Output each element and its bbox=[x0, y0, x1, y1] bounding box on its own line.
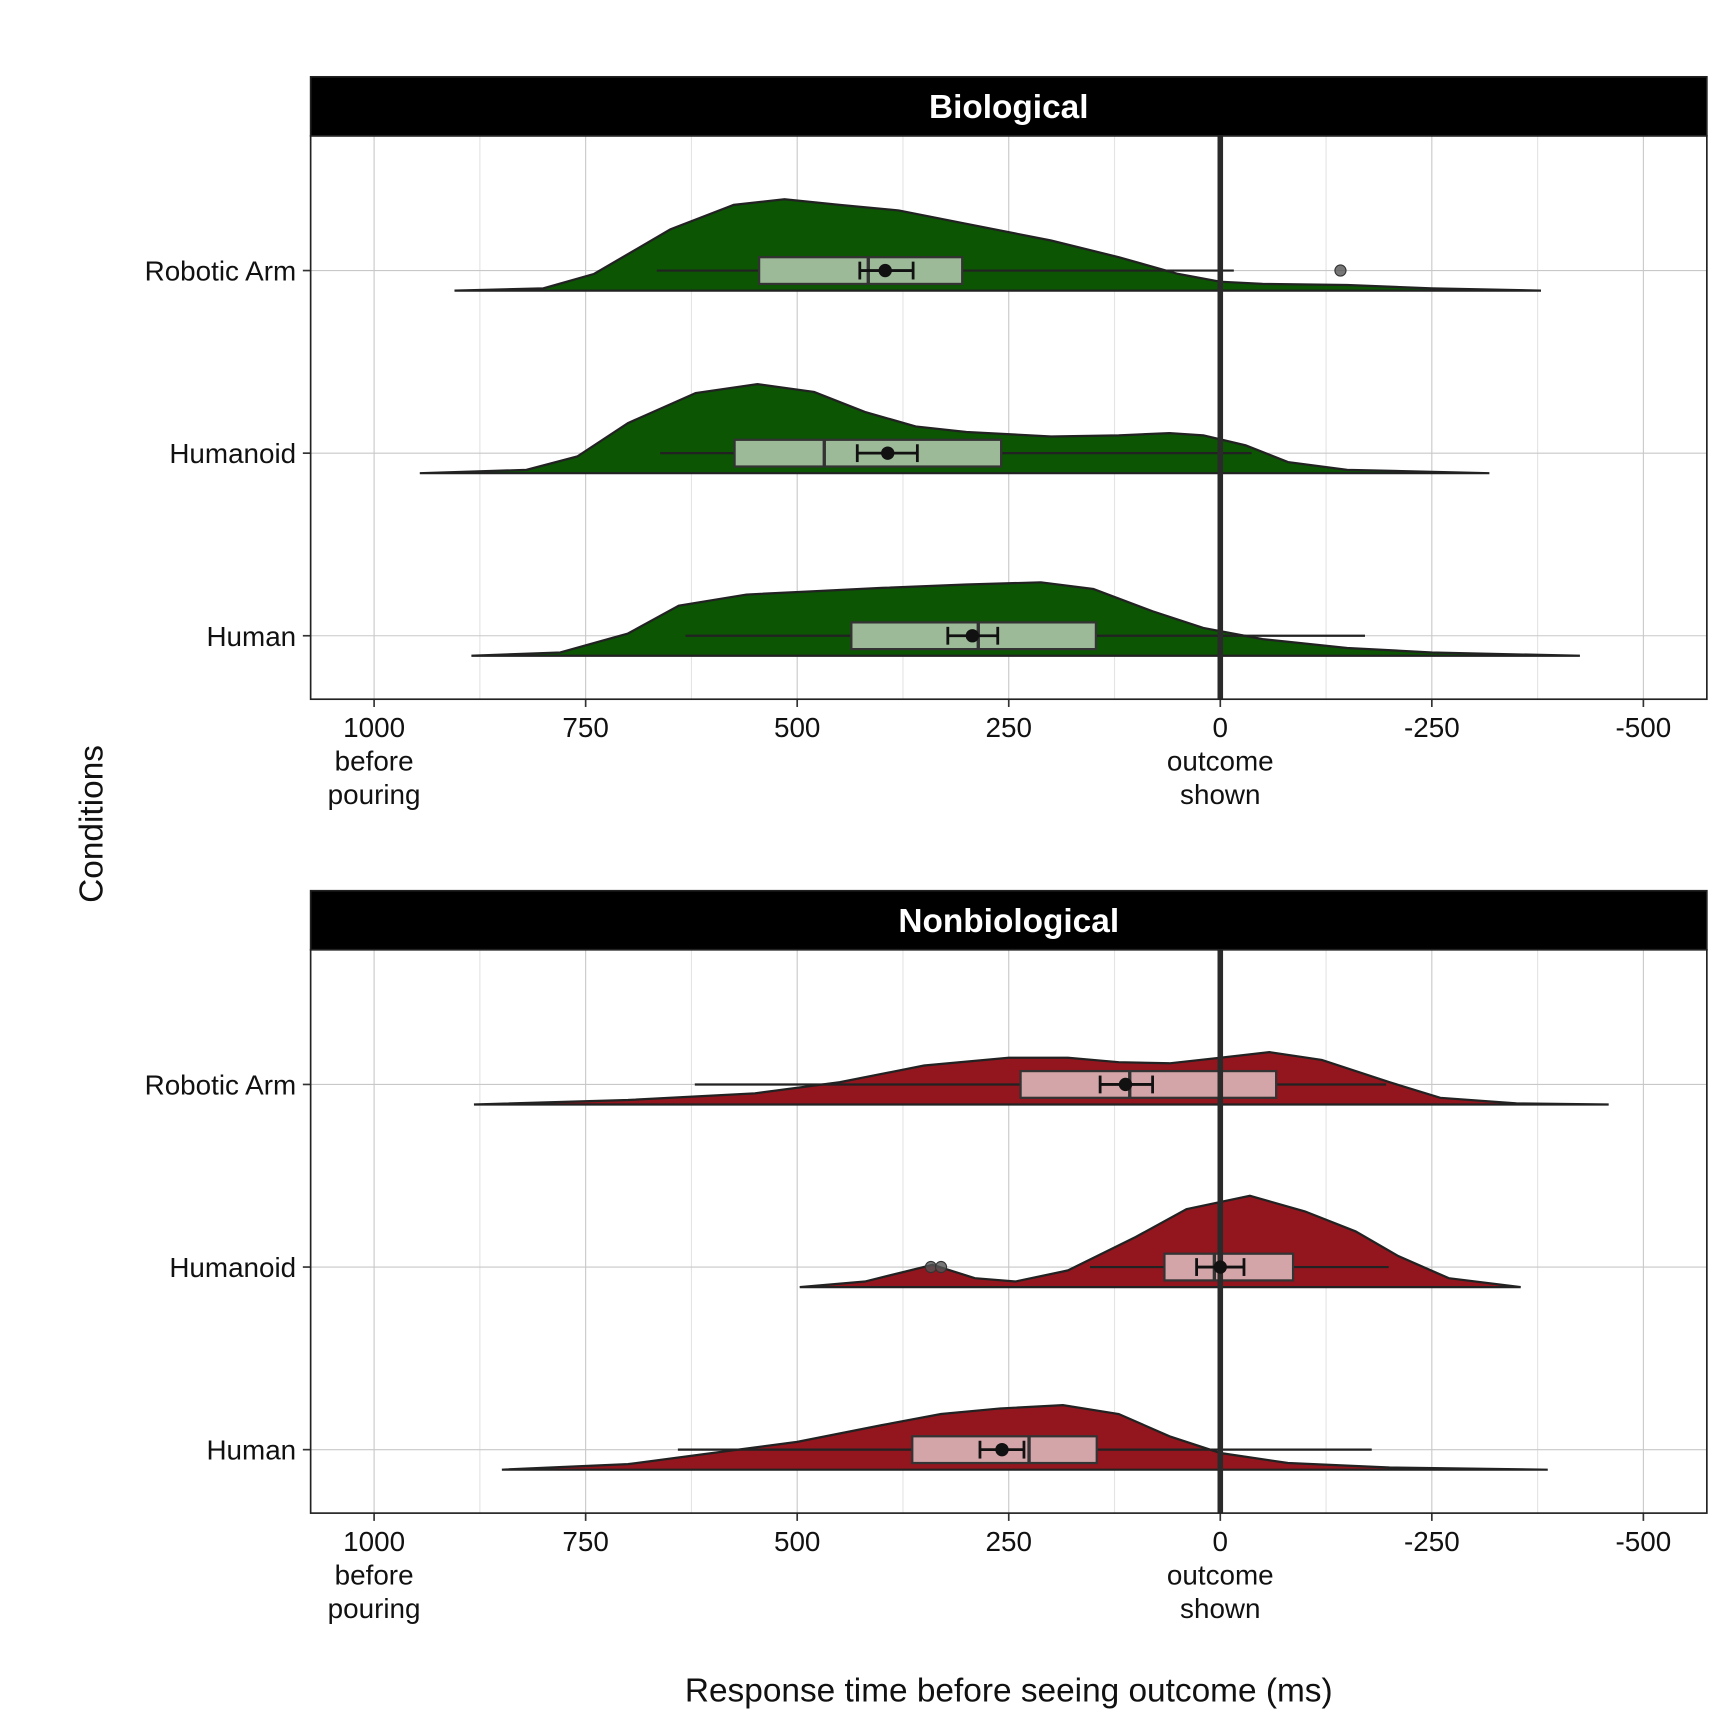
x-tick-label: -500 bbox=[1616, 1526, 1672, 1557]
mean-point bbox=[881, 446, 895, 460]
violin bbox=[471, 581, 1580, 657]
x-tick-label: 250 bbox=[986, 1526, 1032, 1557]
y-tick-label: Human bbox=[206, 1435, 296, 1466]
x-tick-label: -500 bbox=[1616, 712, 1672, 743]
mean-point bbox=[995, 1442, 1009, 1457]
mean-point bbox=[965, 629, 980, 643]
strip bbox=[309, 889, 1708, 951]
panel-title: Nonbiological bbox=[898, 903, 1119, 940]
y-tick-label: Robotic Arm bbox=[145, 1069, 297, 1100]
x-tick-label: 250 bbox=[986, 712, 1032, 743]
panel-title: Biological bbox=[929, 89, 1089, 126]
y-axis-title: Conditions bbox=[73, 745, 110, 903]
mean-point bbox=[878, 263, 892, 278]
x-tick-label: 750 bbox=[562, 1526, 608, 1557]
y-tick-label: Humanoid bbox=[169, 438, 296, 469]
mean-point bbox=[1213, 1260, 1227, 1274]
y-tick-label: Humanoid bbox=[169, 1252, 296, 1283]
x-tick-label: -250 bbox=[1404, 712, 1460, 743]
outlier bbox=[924, 1260, 938, 1274]
x-tick-label: 750 bbox=[562, 712, 608, 743]
outlier bbox=[1334, 264, 1347, 277]
x-tick-label: 0 outcome shown bbox=[1167, 712, 1274, 810]
mean-point bbox=[1118, 1077, 1133, 1092]
violin bbox=[454, 198, 1542, 292]
x-tick-label: 500 bbox=[774, 712, 820, 743]
x-axis-title: Response time before seeing outcome (ms) bbox=[685, 1672, 1333, 1709]
x-tick-label: 0 outcome shown bbox=[1167, 1526, 1274, 1624]
x-tick-label: 1000 before pouring bbox=[328, 1526, 421, 1624]
y-tick-label: Human bbox=[206, 621, 296, 652]
x-tick-label: 1000 before pouring bbox=[328, 712, 421, 810]
outlier bbox=[934, 1260, 948, 1274]
x-tick-label: -250 bbox=[1404, 1526, 1460, 1557]
y-tick-label: Robotic Arm bbox=[145, 256, 297, 287]
x-tick-label: 500 bbox=[774, 1526, 820, 1557]
strip bbox=[309, 75, 1708, 137]
